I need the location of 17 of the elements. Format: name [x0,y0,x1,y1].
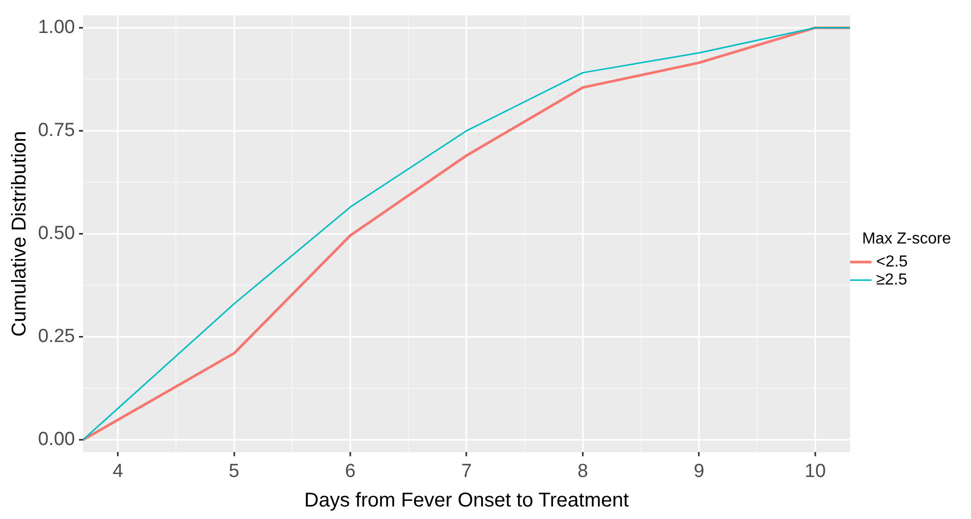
x-axis-title: Days from Fever Onset to Treatment [304,490,630,512]
x-tick-label: 4 [112,460,124,482]
x-tick-label: 10 [804,460,826,482]
x-tick-label: 9 [694,460,704,482]
y-axis-title: Cumulative Distribution [8,130,31,337]
y-tick-label: 0.25 [38,326,75,348]
x-tick-label: 7 [461,460,472,482]
legend-title: Max Z-score [862,230,952,248]
x-tick-label: 6 [345,460,356,482]
y-tick-label: 0.00 [38,429,75,450]
x-tick-label: 8 [577,460,588,482]
x-tick-label: 5 [228,460,240,482]
y-tick-label: 0.50 [38,223,75,244]
legend-label: <2.5 [876,254,908,271]
legend-label: ≥2.5 [876,272,908,289]
y-tick-label: 0.75 [38,120,75,142]
y-tick-label: 1.00 [38,16,75,38]
